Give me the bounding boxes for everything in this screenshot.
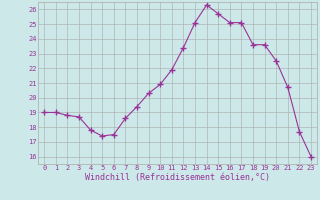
- X-axis label: Windchill (Refroidissement éolien,°C): Windchill (Refroidissement éolien,°C): [85, 173, 270, 182]
